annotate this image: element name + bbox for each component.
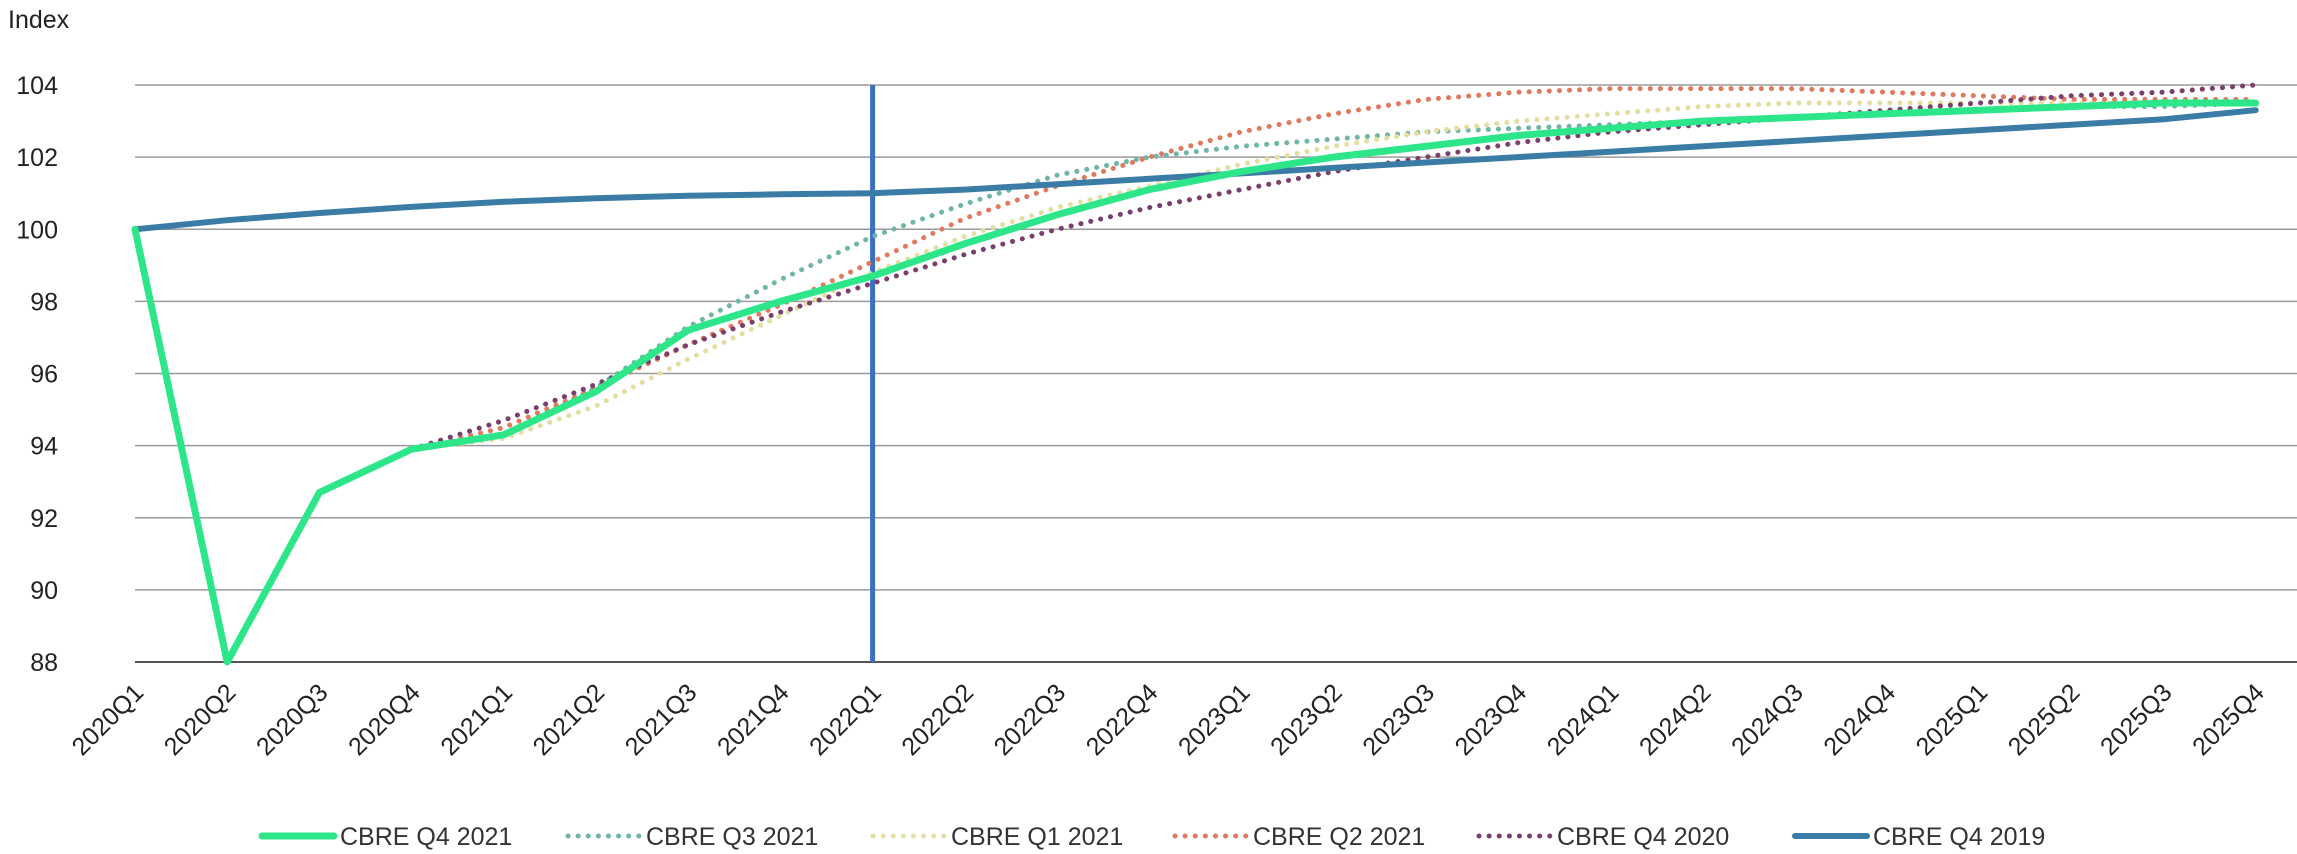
y-tick-label: 92 (30, 505, 58, 533)
series-line-cbre-q4-2021 (131, 99, 2260, 666)
x-tick-label: 2025Q4 (2187, 678, 2270, 761)
y-tick-label: 98 (30, 288, 58, 316)
x-tick-label: 2025Q2 (2003, 678, 2086, 761)
x-tick-label: 2023Q1 (1173, 678, 1256, 761)
x-tick-label: 2021Q3 (620, 678, 703, 761)
series-line-cbre-q4-2019 (132, 107, 2259, 233)
legend: CBRE Q4 2021 CBRE Q3 2021 CBRE Q1 2021 CBRE… (258, 823, 2045, 851)
x-tick-label: 2022Q4 (1081, 678, 1164, 761)
legend-label: CBRE Q4 2019 (1873, 823, 2045, 851)
x-tick-label: 2023Q4 (1450, 678, 1533, 761)
x-tick-label: 2023Q3 (1357, 678, 1440, 761)
x-tick-label: 2024Q4 (1818, 678, 1901, 761)
series-line-cbre-q4-2020 (132, 82, 2259, 665)
y-tick-label: 102 (16, 144, 58, 172)
x-tick-label: 2025Q3 (2095, 678, 2178, 761)
legend-label: CBRE Q3 2021 (646, 823, 818, 851)
y-axis-title: Index (8, 6, 70, 34)
legend-label: CBRE Q1 2021 (951, 823, 1123, 851)
x-tick-label: 2021Q1 (435, 678, 518, 761)
x-tick-label: 2023Q2 (1265, 678, 1348, 761)
x-tick-label: 2024Q1 (1542, 678, 1625, 761)
legend-label: CBRE Q4 2021 (340, 823, 512, 851)
y-tick-label: 100 (16, 216, 58, 244)
x-tick-label: 2024Q3 (1726, 678, 1809, 761)
series-line-cbre-q1-2021 (132, 100, 2259, 665)
series-line-cbre-q2-2021 (132, 86, 2259, 665)
x-tick-label: 2020Q2 (159, 678, 242, 761)
series-line-cbre-q3-2021 (132, 100, 2259, 665)
x-tick-label: 2022Q1 (804, 678, 887, 761)
x-tick-label: 2021Q4 (712, 678, 795, 761)
x-tick-label: 2020Q4 (343, 678, 426, 761)
y-tick-label: 104 (16, 72, 58, 100)
x-tick-label: 2024Q2 (1634, 678, 1717, 761)
x-tick-label: 2021Q2 (528, 678, 611, 761)
series-group (131, 82, 2260, 666)
x-tick-label: 2022Q2 (896, 678, 979, 761)
x-tick-label: 2020Q1 (67, 678, 150, 761)
y-tick-label: 94 (30, 433, 58, 461)
gridlines (135, 84, 2297, 663)
y-tick-label: 90 (30, 577, 58, 605)
x-tick-label: 2022Q3 (989, 678, 1072, 761)
legend-label: CBRE Q4 2020 (1557, 823, 1729, 851)
x-tick-label: 2025Q1 (1911, 678, 1994, 761)
y-tick-label: 96 (30, 361, 58, 389)
legend-label: CBRE Q2 2021 (1253, 823, 1425, 851)
x-tick-label: 2020Q3 (251, 678, 334, 761)
y-tick-label: 88 (30, 649, 58, 677)
